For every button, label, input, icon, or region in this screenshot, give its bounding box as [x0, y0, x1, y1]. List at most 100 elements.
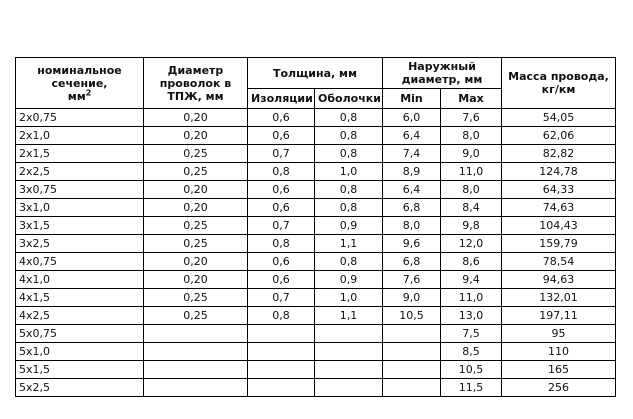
insulation-cell: 0,7	[247, 288, 315, 307]
wire-diameter-cell: 0,20	[143, 180, 248, 199]
table-row: 5x1,0 8,5 110	[15, 342, 617, 361]
table-row: 5x2,5 11,5 256	[15, 378, 617, 397]
max-diameter-cell: 11,0	[439, 162, 503, 181]
section-cell: 2x1,5	[15, 144, 144, 163]
mass-cell: 104,43	[501, 216, 617, 235]
max-diameter-cell: 8,5	[439, 342, 503, 361]
sheath-cell: 1,0	[314, 162, 383, 181]
table-row: 2x1,0 0,20 0,6 0,8 6,4 8,0 62,06	[15, 126, 617, 145]
section-cell: 2x2,5	[15, 162, 144, 181]
table-row: 5x0,75 7,5 95	[15, 324, 617, 343]
table-row: 4x0,75 0,20 0,6 0,8 6,8 8,6 78,54	[15, 252, 617, 271]
min-diameter-cell: 8,9	[382, 162, 441, 181]
header-outer-diameter: Наружный диаметр, мм	[381, 57, 503, 89]
wire-diameter-cell	[143, 378, 248, 397]
max-diameter-cell: 11,5	[439, 378, 503, 397]
wire-diameter-cell	[143, 360, 248, 379]
min-diameter-cell	[382, 342, 441, 361]
wire-diameter-cell: 0,25	[143, 162, 248, 181]
header-section-unit: мм	[67, 89, 86, 103]
sheath-cell: 1,1	[314, 306, 383, 325]
max-diameter-cell: 9,4	[439, 270, 503, 289]
mass-cell: 165	[501, 360, 617, 379]
header-insulation: Изоляции	[247, 88, 315, 109]
sheath-cell: 0,8	[314, 126, 383, 145]
max-diameter-cell: 9,0	[439, 144, 503, 163]
table-row: 2x1,5 0,25 0,7 0,8 7,4 9,0 82,82	[15, 144, 617, 163]
max-diameter-cell: 7,5	[439, 324, 503, 343]
mass-cell: 62,06	[501, 126, 617, 145]
insulation-cell: 0,8	[247, 162, 315, 181]
section-cell: 4x1,5	[15, 288, 144, 307]
min-diameter-cell: 7,4	[382, 144, 441, 163]
section-cell: 3x0,75	[15, 180, 144, 199]
sheath-cell: 0,8	[314, 180, 383, 199]
mass-cell: 256	[501, 378, 617, 397]
min-diameter-cell: 9,0	[382, 288, 441, 307]
sheath-cell	[314, 342, 383, 361]
wire-diameter-cell	[143, 342, 248, 361]
sheath-cell: 0,8	[314, 108, 383, 127]
header-max: Max	[439, 88, 503, 109]
table-row: 3x1,5 0,25 0,7 0,9 8,0 9,8 104,43	[15, 216, 617, 235]
min-diameter-cell	[382, 324, 441, 343]
header-wire-diameter: Диаметр проволок в ТПЖ, мм	[143, 57, 248, 109]
min-diameter-cell	[382, 378, 441, 397]
wire-diameter-cell: 0,20	[143, 108, 248, 127]
min-diameter-cell: 10,5	[382, 306, 441, 325]
max-diameter-cell: 13,0	[439, 306, 503, 325]
table-row: 4x1,0 0,20 0,6 0,9 7,6 9,4 94,63	[15, 270, 617, 289]
mass-cell: 110	[501, 342, 617, 361]
sheath-cell: 1,0	[314, 288, 383, 307]
min-diameter-cell: 6,8	[382, 252, 441, 271]
section-cell: 3x1,0	[15, 198, 144, 217]
section-cell: 4x0,75	[15, 252, 144, 271]
table-row: 3x0,75 0,20 0,6 0,8 6,4 8,0 64,33	[15, 180, 617, 199]
sheath-cell: 0,8	[314, 252, 383, 271]
header-section-line2: сечение,	[51, 76, 108, 90]
sheath-cell	[314, 324, 383, 343]
insulation-cell	[247, 378, 315, 397]
sheath-cell	[314, 378, 383, 397]
sheath-cell: 0,8	[314, 144, 383, 163]
wire-diameter-cell: 0,20	[143, 198, 248, 217]
section-cell: 2x1,0	[15, 126, 144, 145]
min-diameter-cell: 6,8	[382, 198, 441, 217]
min-diameter-cell: 8,0	[382, 216, 441, 235]
min-diameter-cell: 6,0	[382, 108, 441, 127]
mass-cell: 197,11	[501, 306, 617, 325]
wire-diameter-cell: 0,25	[143, 144, 248, 163]
header-min: Min	[382, 88, 441, 109]
mass-cell: 78,54	[501, 252, 617, 271]
section-cell: 3x2,5	[15, 234, 144, 253]
insulation-cell: 0,6	[247, 126, 315, 145]
wire-spec-table: номинальное сечение, мм2 Диаметр проволо…	[15, 57, 617, 397]
mass-cell: 95	[501, 324, 617, 343]
table-row: 4x1,5 0,25 0,7 1,0 9,0 11,0 132,01	[15, 288, 617, 307]
max-diameter-cell: 7,6	[439, 108, 503, 127]
insulation-cell: 0,6	[247, 180, 315, 199]
insulation-cell: 0,7	[247, 144, 315, 163]
section-cell: 5x2,5	[15, 378, 144, 397]
section-cell: 4x2,5	[15, 306, 144, 325]
table-row: 4x2,5 0,25 0,8 1,1 10,5 13,0 197,11	[15, 306, 617, 325]
header-row-sub: Изоляции Оболочки Min Max	[16, 88, 616, 109]
mass-cell: 74,63	[501, 198, 617, 217]
table-row: 2x0,75 0,20 0,6 0,8 6,0 7,6 54,05	[15, 108, 617, 127]
mass-cell: 82,82	[501, 144, 617, 163]
sheath-cell	[314, 360, 383, 379]
mass-cell: 54,05	[501, 108, 617, 127]
wire-diameter-cell: 0,25	[143, 234, 248, 253]
header-thickness: Толщина, мм	[247, 57, 383, 89]
section-cell: 5x0,75	[15, 324, 144, 343]
section-cell: 3x1,5	[15, 216, 144, 235]
insulation-cell: 0,6	[247, 108, 315, 127]
max-diameter-cell: 11,0	[439, 288, 503, 307]
insulation-cell: 0,8	[247, 306, 315, 325]
wire-diameter-cell: 0,20	[143, 270, 248, 289]
max-diameter-cell: 8,4	[439, 198, 503, 217]
wire-diameter-cell: 0,20	[143, 126, 248, 145]
wire-diameter-cell: 0,25	[143, 216, 248, 235]
insulation-cell: 0,8	[247, 234, 315, 253]
wire-diameter-cell	[143, 324, 248, 343]
